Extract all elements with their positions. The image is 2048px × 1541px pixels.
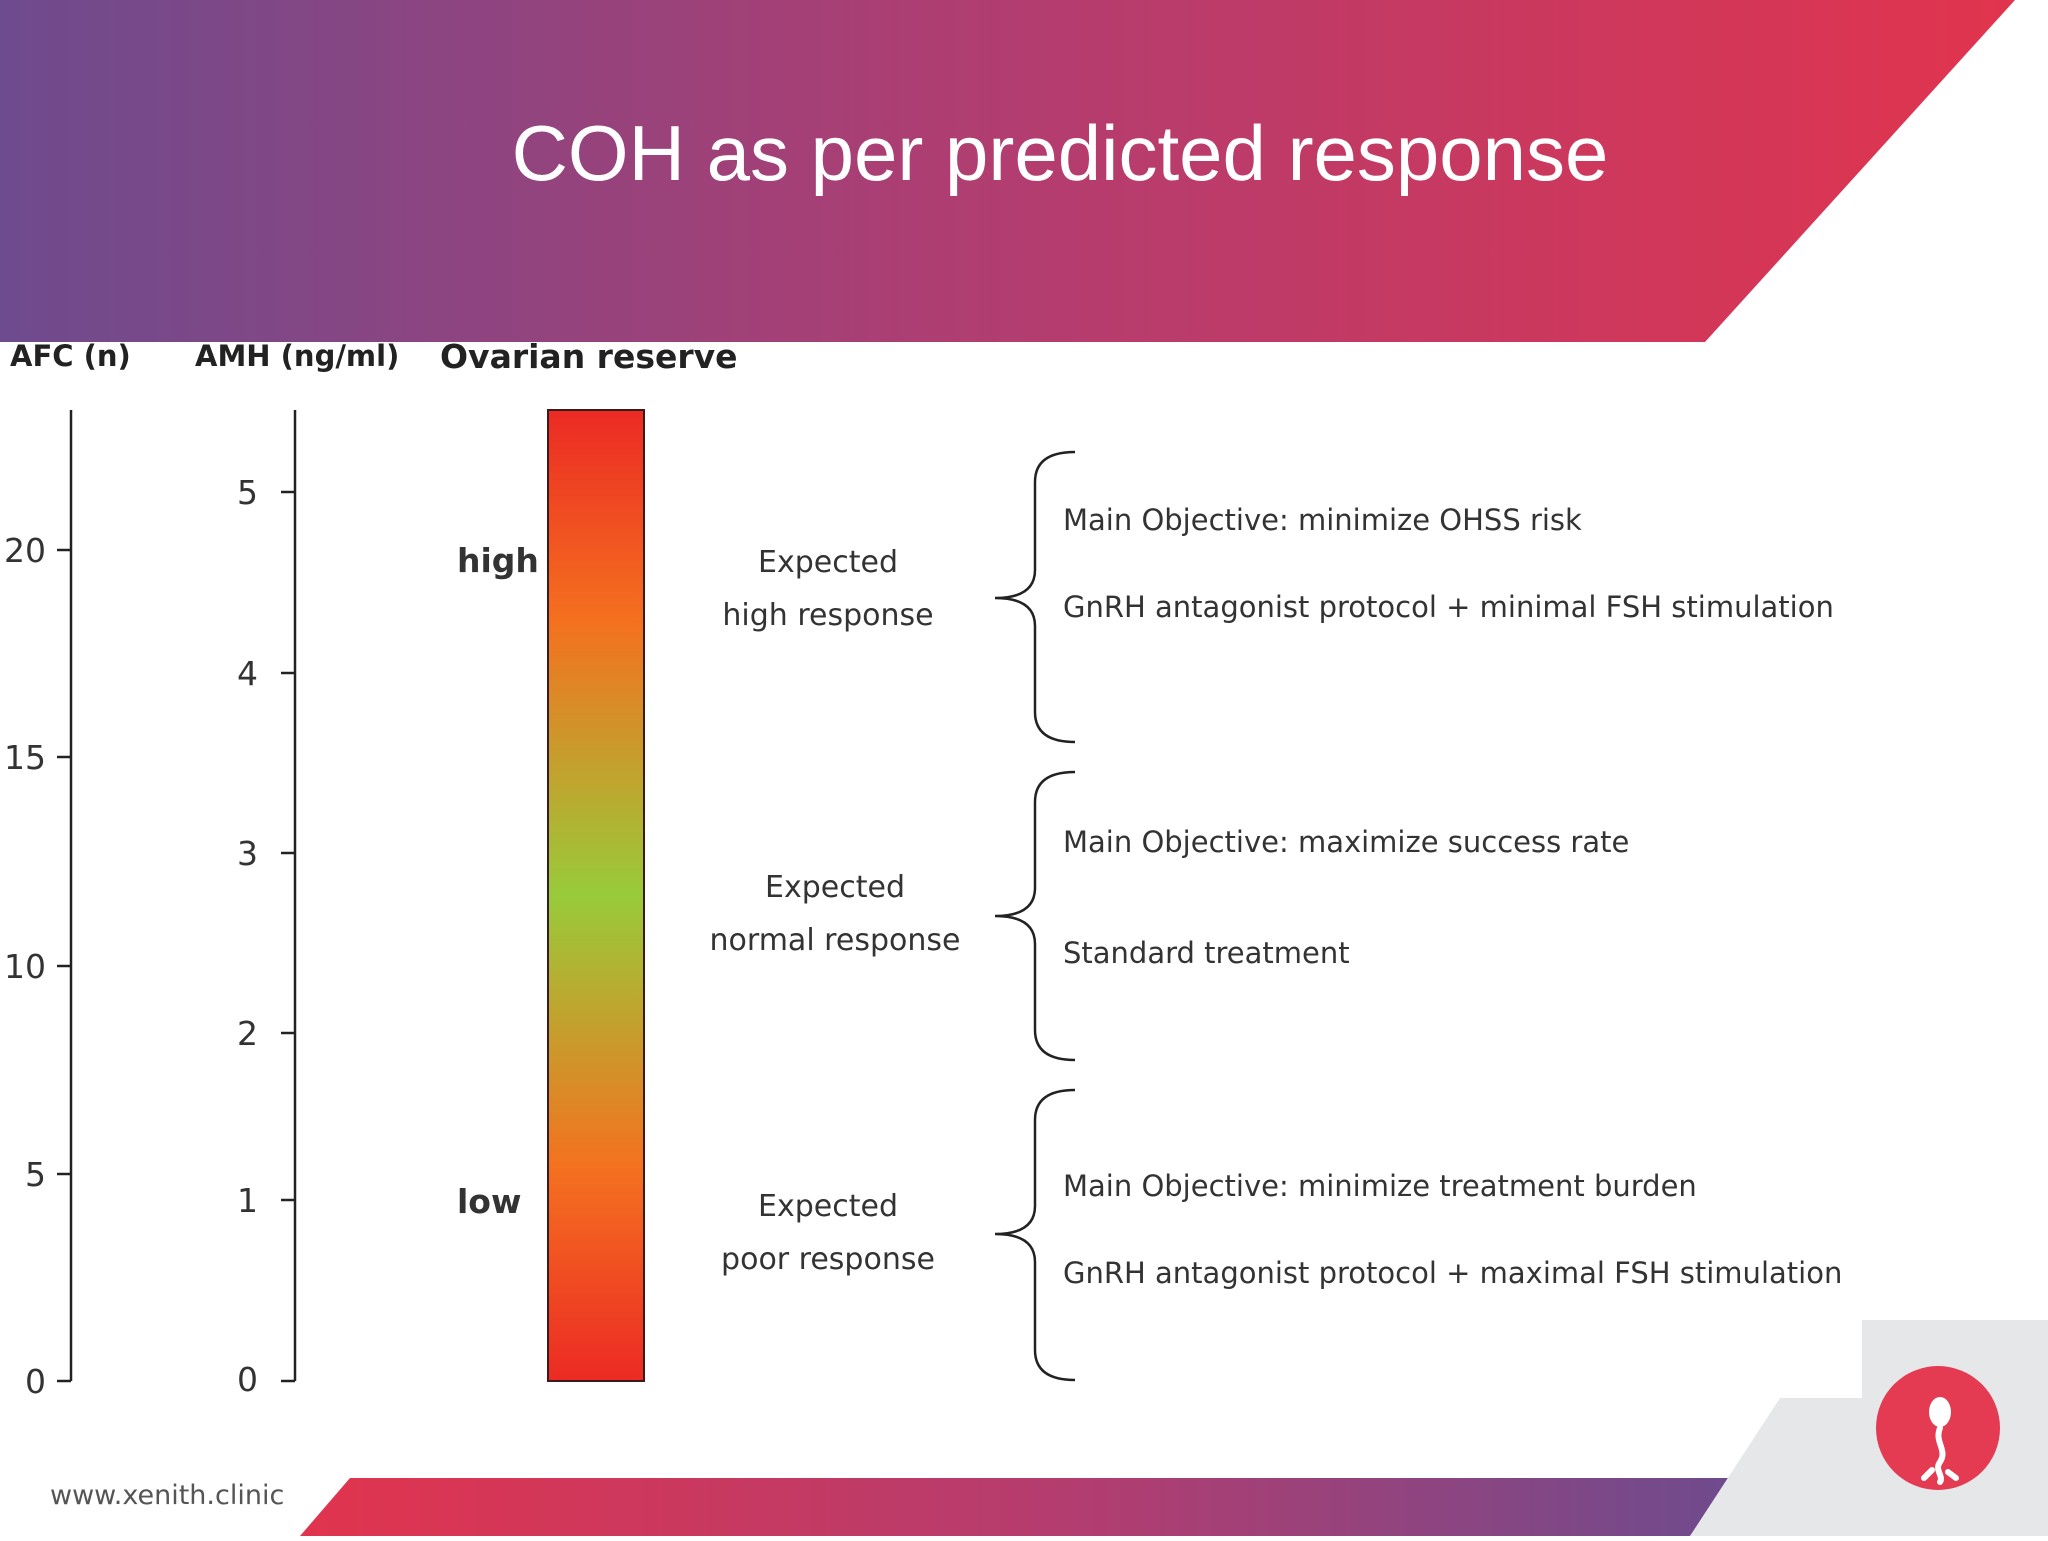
slide-title: COH as per predicted response: [511, 109, 1609, 197]
afc-tick-label: 20: [4, 531, 46, 570]
brace: [994, 770, 1076, 1062]
reserve-header: Ovarian reserve: [440, 337, 738, 376]
logo: [1876, 1366, 2000, 1490]
amh-tick-label: 1: [237, 1181, 258, 1220]
objective-text: Main Objective: minimize OHSS risk: [1063, 503, 1582, 537]
brace: [994, 450, 1076, 744]
brace: [994, 1088, 1076, 1382]
afc-header: AFC (n): [10, 339, 131, 373]
amh-tick-label: 3: [237, 834, 258, 873]
header-band: [0, 0, 2015, 342]
amh-header: AMH (ng/ml): [195, 339, 399, 373]
treatment-text: GnRH antagonist protocol + maximal FSH s…: [1063, 1256, 1842, 1290]
response-label: high response: [722, 598, 933, 633]
objective-text: Main Objective: maximize success rate: [1063, 825, 1629, 859]
amh-axis: [281, 410, 297, 1383]
ovarian-reserve-bar: [547, 409, 645, 1382]
amh-tick-label: 0: [237, 1360, 258, 1399]
amh-tick-label: 4: [237, 654, 258, 693]
treatment-text: Standard treatment: [1063, 936, 1350, 970]
amh-tick-label: 5: [237, 473, 258, 512]
afc-axis: [57, 410, 73, 1383]
afc-tick-label: 10: [4, 947, 46, 986]
response-label: Expected: [758, 1189, 898, 1224]
response-label: Expected: [765, 870, 905, 905]
afc-tick-label: 0: [25, 1362, 46, 1401]
treatment-text: GnRH antagonist protocol + minimal FSH s…: [1063, 590, 1834, 624]
amh-tick-label: 2: [237, 1014, 258, 1053]
afc-tick-label: 5: [25, 1155, 46, 1194]
response-label: poor response: [721, 1242, 935, 1277]
reserve-label-low: low: [457, 1182, 521, 1221]
footer-band: [300, 1478, 1735, 1536]
response-label: normal response: [710, 923, 961, 958]
sperm-icon: [1921, 1397, 1959, 1485]
response-label: Expected: [758, 545, 898, 580]
reserve-label-high: high: [457, 541, 539, 580]
objective-text: Main Objective: minimize treatment burde…: [1063, 1169, 1697, 1203]
afc-tick-label: 15: [4, 738, 46, 777]
footer-url[interactable]: www.xenith.clinic: [50, 1480, 285, 1511]
